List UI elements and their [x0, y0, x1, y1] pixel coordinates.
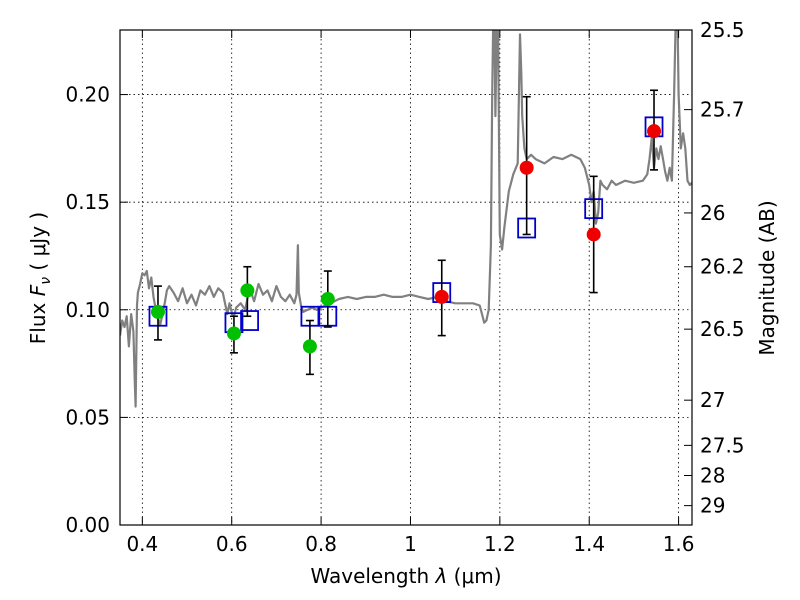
observed-data-point	[150, 304, 165, 319]
x-tick-label: 1.6	[663, 532, 695, 556]
magnitude-tick-label: 26	[700, 201, 725, 225]
observed-data-point	[434, 289, 449, 304]
axes-ticks: 0.4 0.6 0.8 1 1.2 1.4 1.6 0.00 0.05 0.10 0.15 0.20 2…	[65, 18, 744, 556]
magnitude-tick-label: 25.7	[700, 98, 745, 122]
model-photometry-square	[240, 310, 259, 331]
right-axis-label: Magnitude (AB)	[755, 200, 779, 355]
y-tick-label: 0.15	[65, 190, 110, 214]
x-tick-label: 1.4	[573, 532, 605, 556]
observed-data-point	[320, 292, 335, 307]
y-tick-label: 0.05	[65, 405, 110, 429]
x-tick-label: 1.2	[484, 532, 516, 556]
observed-data-point	[226, 326, 241, 341]
magnitude-tick-label: 26.5	[700, 317, 745, 341]
y-axis-label: Flux Fν ( μJy )	[26, 212, 54, 344]
grid	[120, 30, 692, 526]
observed-data-point	[240, 283, 255, 298]
x-tick-label: 1	[404, 532, 417, 556]
magnitude-tick-label: 28	[700, 464, 725, 488]
x-tick-label: 0.6	[216, 532, 248, 556]
y-tick-label: 0.20	[65, 83, 110, 107]
magnitude-tick-label: 29	[700, 494, 725, 518]
x-tick-label: 0.8	[305, 532, 337, 556]
magnitude-tick-label: 27.5	[700, 433, 745, 457]
y-tick-label: 0.00	[65, 513, 110, 537]
magnitude-tick-label: 26.2	[700, 255, 745, 279]
plot-frame	[119, 29, 693, 526]
observed-data-point	[302, 339, 317, 354]
magnitude-tick-label: 27	[700, 388, 725, 412]
observed-data-point	[586, 227, 601, 242]
observed-data-point	[647, 124, 662, 139]
magnitude-tick-label: 25.5	[700, 18, 745, 42]
y-tick-label: 0.10	[65, 298, 110, 322]
x-tick-label: 0.4	[126, 532, 158, 556]
x-axis-label: Wavelength λ (μm)	[310, 564, 501, 588]
plot-area	[120, 30, 692, 408]
model-sed-line	[120, 30, 692, 408]
observed-data-point	[519, 160, 534, 175]
